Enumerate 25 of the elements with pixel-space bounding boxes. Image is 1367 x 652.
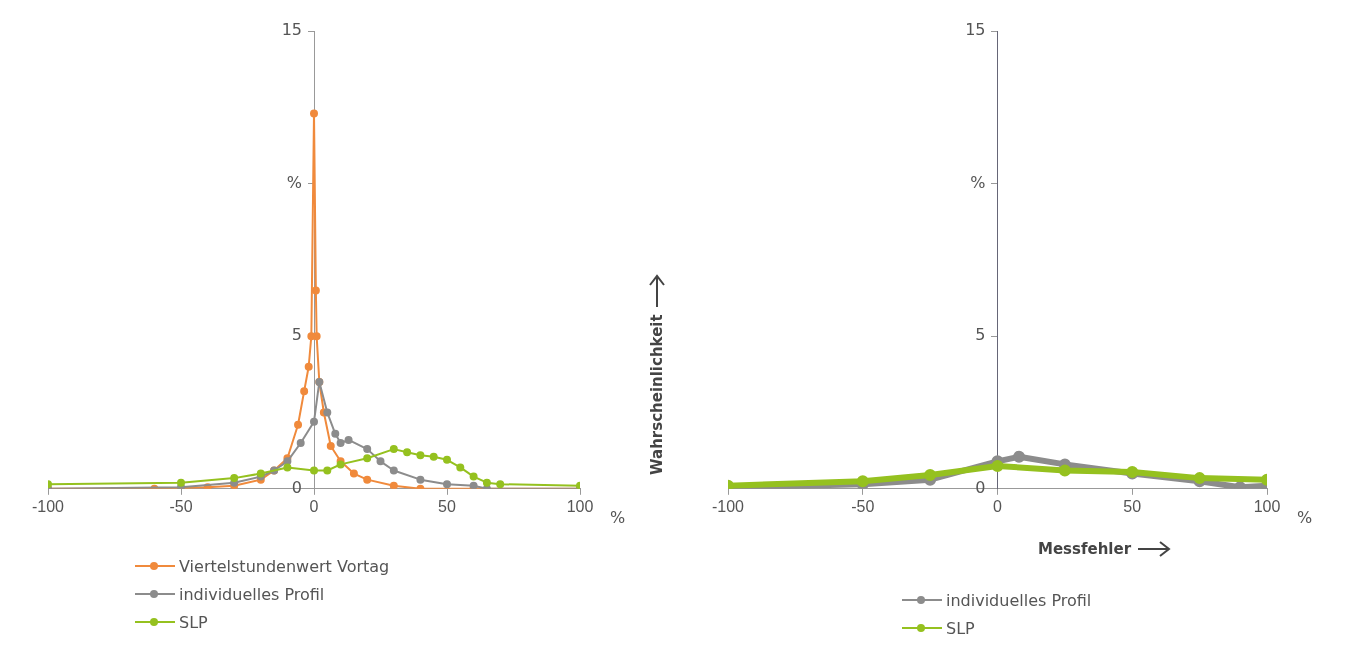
x-tick-label: 100: [1253, 497, 1281, 515]
legend-label: individuelles Profil: [179, 584, 325, 604]
legend-label: Viertelstundenwert Vortag: [179, 556, 390, 576]
legend-label: SLP: [946, 618, 975, 638]
x-tick-label: 0: [993, 497, 1003, 515]
text: %: [610, 507, 626, 527]
x-tick-label: -100: [31, 497, 65, 515]
y-axis-title: Wahrscheinlichkeit: [648, 314, 666, 475]
x-tick-label: 50: [1123, 497, 1142, 515]
y-tick-label: 5: [975, 325, 986, 345]
x-tick-label: -100: [711, 497, 745, 515]
x-tick-label: 50: [438, 497, 456, 515]
y-tick-label: %: [970, 172, 986, 192]
x-tick-label: -50: [169, 497, 193, 515]
x-tick-label: -50: [851, 497, 875, 515]
y-tick-label: 15: [281, 20, 302, 40]
y-tick-label: 15: [965, 20, 986, 40]
text: %: [1297, 507, 1313, 527]
x-tick-label: 100: [566, 497, 594, 515]
legend-label: SLP: [179, 612, 208, 632]
x-axis-title: Messfehler: [1038, 540, 1132, 558]
y-tick-label: %: [286, 172, 302, 192]
legend-label: individuelles Profil: [946, 590, 1092, 610]
y-tick-label: 5: [291, 325, 302, 345]
x-tick-label: 0: [309, 497, 319, 515]
